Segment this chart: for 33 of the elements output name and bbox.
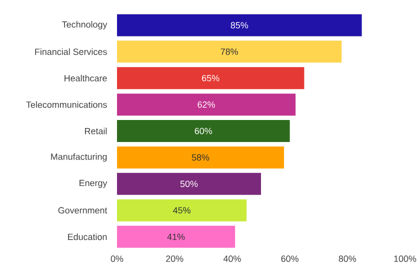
- bar: [117, 67, 304, 90]
- bar: [117, 226, 236, 248]
- y-tick-label: Healthcare: [64, 74, 107, 82]
- y-tick-label: Government: [58, 207, 108, 214]
- bar: [117, 40, 342, 63]
- bar: [117, 172, 261, 195]
- x-tick-label: 0%: [110, 256, 124, 262]
- data-label: 45%: [173, 207, 190, 214]
- bar: [117, 146, 284, 168]
- y-tick-label: Technology: [62, 21, 108, 30]
- data-label: 58%: [192, 154, 210, 161]
- y-tick-label: Education: [68, 233, 107, 240]
- data-label: 62%: [198, 101, 215, 108]
- data-label: 65%: [202, 74, 220, 82]
- bar: [117, 199, 247, 222]
- y-tick-label: Retail: [85, 128, 107, 134]
- y-tick-label: Energy: [80, 180, 108, 188]
- bar: [117, 14, 362, 36]
- data-label: 41%: [167, 234, 185, 240]
- y-tick-label: Telecommunications: [26, 101, 107, 108]
- y-tick-label: Manufacturing: [51, 153, 107, 162]
- data-label: 78%: [220, 48, 238, 55]
- x-tick-label: 100%: [394, 256, 416, 262]
- data-label: 85%: [230, 22, 248, 28]
- bar: [117, 94, 296, 116]
- x-tick-label: 20%: [166, 256, 184, 262]
- y-tick-label: Financial Services: [35, 48, 107, 55]
- data-label: 60%: [194, 128, 212, 134]
- data-label: 50%: [180, 180, 198, 188]
- x-tick-label: 80%: [338, 256, 356, 262]
- x-tick-label: 40%: [223, 256, 241, 262]
- bar: [117, 120, 290, 142]
- x-tick-label: 60%: [281, 256, 298, 262]
